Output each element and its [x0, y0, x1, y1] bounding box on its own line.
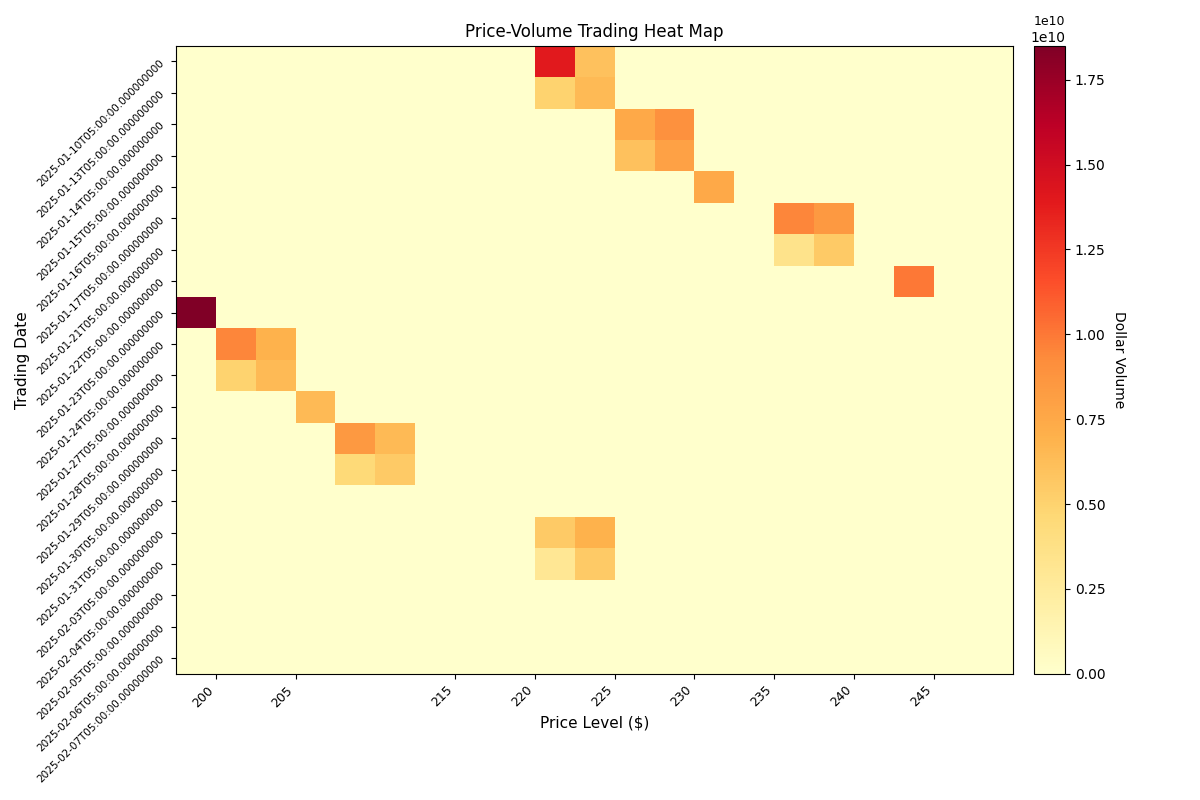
Y-axis label: Dollar Volume: Dollar Volume [1112, 311, 1127, 409]
Title: Price-Volume Trading Heat Map: Price-Volume Trading Heat Map [466, 23, 724, 42]
X-axis label: Price Level ($): Price Level ($) [540, 715, 649, 730]
Title: 1e10: 1e10 [1033, 15, 1066, 28]
Y-axis label: Trading Date: Trading Date [16, 311, 30, 409]
